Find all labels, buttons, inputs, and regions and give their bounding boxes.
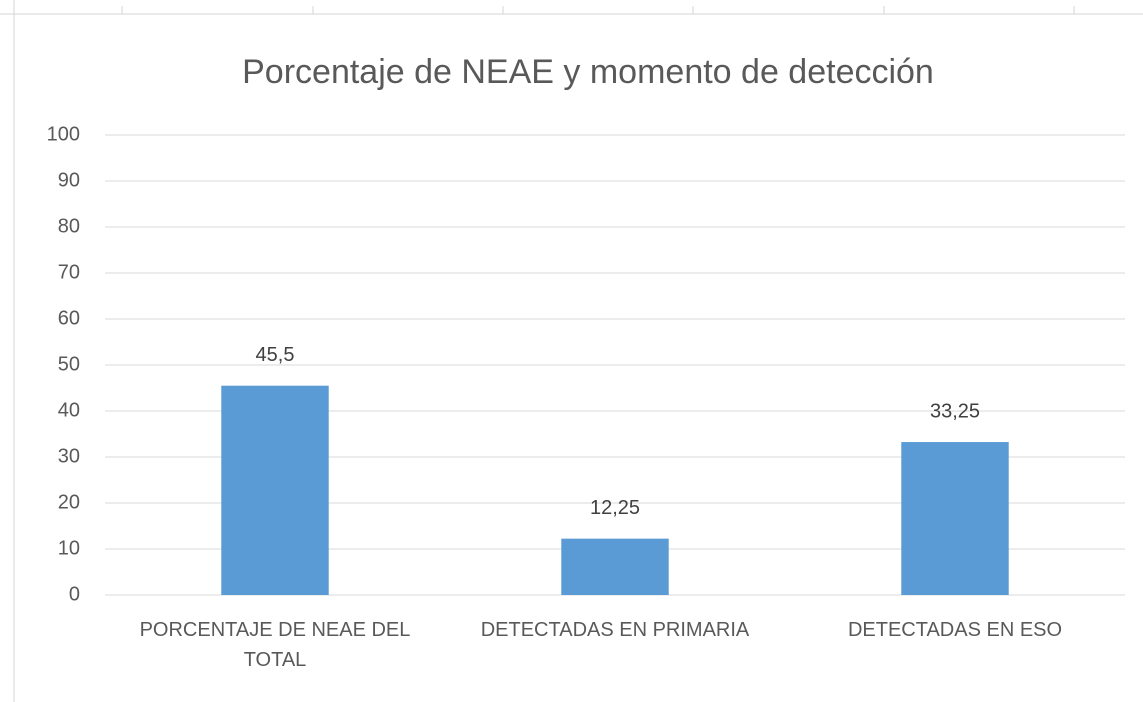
chart-title: Porcentaje de NEAE y momento de detecció… — [242, 53, 934, 91]
y-tick-label: 70 — [58, 261, 80, 283]
bar — [221, 385, 329, 595]
y-tick-label: 80 — [58, 215, 80, 237]
chart-area — [15, 15, 1143, 702]
bar — [901, 442, 1009, 595]
y-tick-label: 10 — [58, 537, 80, 559]
y-tick-label: 20 — [58, 491, 80, 513]
y-tick-label: 30 — [58, 445, 80, 467]
x-tick-label: DETECTADAS EN ESO — [847, 619, 1063, 641]
bar — [561, 538, 669, 595]
x-tick-label: DETECTADAS EN PRIMARIA — [480, 619, 750, 641]
data-label: 33,25 — [930, 400, 980, 422]
y-tick-label: 90 — [58, 169, 80, 191]
y-tick-label: 50 — [58, 353, 80, 375]
y-tick-label: 100 — [47, 123, 80, 145]
y-tick-label: 60 — [58, 307, 80, 329]
data-label: 45,5 — [256, 344, 295, 366]
x-tick-label: PORCENTAJE DE NEAE DEL TOTAL — [139, 619, 411, 671]
y-tick-label: 0 — [69, 583, 80, 605]
y-tick-label: 40 — [58, 399, 80, 421]
data-label: 12,25 — [590, 497, 640, 519]
